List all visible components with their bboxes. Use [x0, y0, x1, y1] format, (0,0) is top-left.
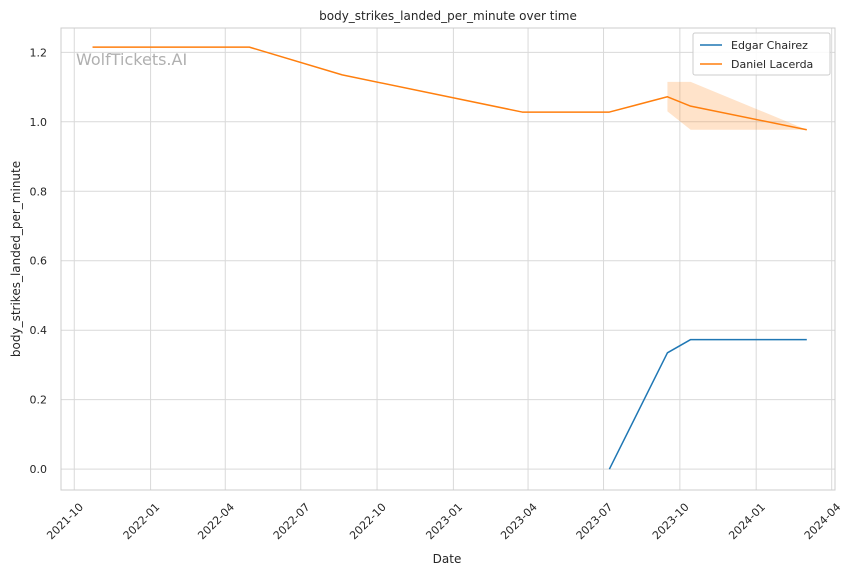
y-axis-title: body_strikes_landed_per_minute: [9, 161, 23, 357]
series-line-edgar-chairez: [608, 338, 807, 470]
y-tick-label: 0.2: [30, 394, 48, 407]
y-tick-labels: 0.0 0.2 0.4 0.6 0.8 1.0 1.2: [30, 46, 48, 476]
legend-label-daniel-lacerda: Daniel Lacerda: [731, 58, 813, 71]
y-tick-label: 0.8: [30, 185, 48, 198]
series-lines: [92, 46, 807, 470]
series-line-daniel-lacerda: [92, 46, 807, 131]
legend: Edgar Chairez Daniel Lacerda: [692, 32, 831, 76]
legend-box: [692, 32, 831, 76]
y-tick-label: 0.4: [30, 324, 48, 337]
confidence-band-daniel-lacerda: [667, 81, 807, 130]
grid: [61, 28, 835, 490]
x-axis-title: Date: [433, 552, 462, 566]
y-tick-label: 1.2: [30, 46, 48, 59]
plot-frame: [60, 27, 836, 491]
chart-title: body_strikes_landed_per_minute over time: [319, 9, 577, 23]
watermark: WolfTickets.AI: [76, 50, 187, 69]
confidence-bands: [667, 81, 807, 130]
y-tick-label: 1.0: [30, 116, 48, 129]
legend-label-edgar-chairez: Edgar Chairez: [731, 39, 808, 52]
y-tick-label: 0.6: [30, 255, 48, 268]
y-tick-label: 0.0: [30, 463, 48, 476]
